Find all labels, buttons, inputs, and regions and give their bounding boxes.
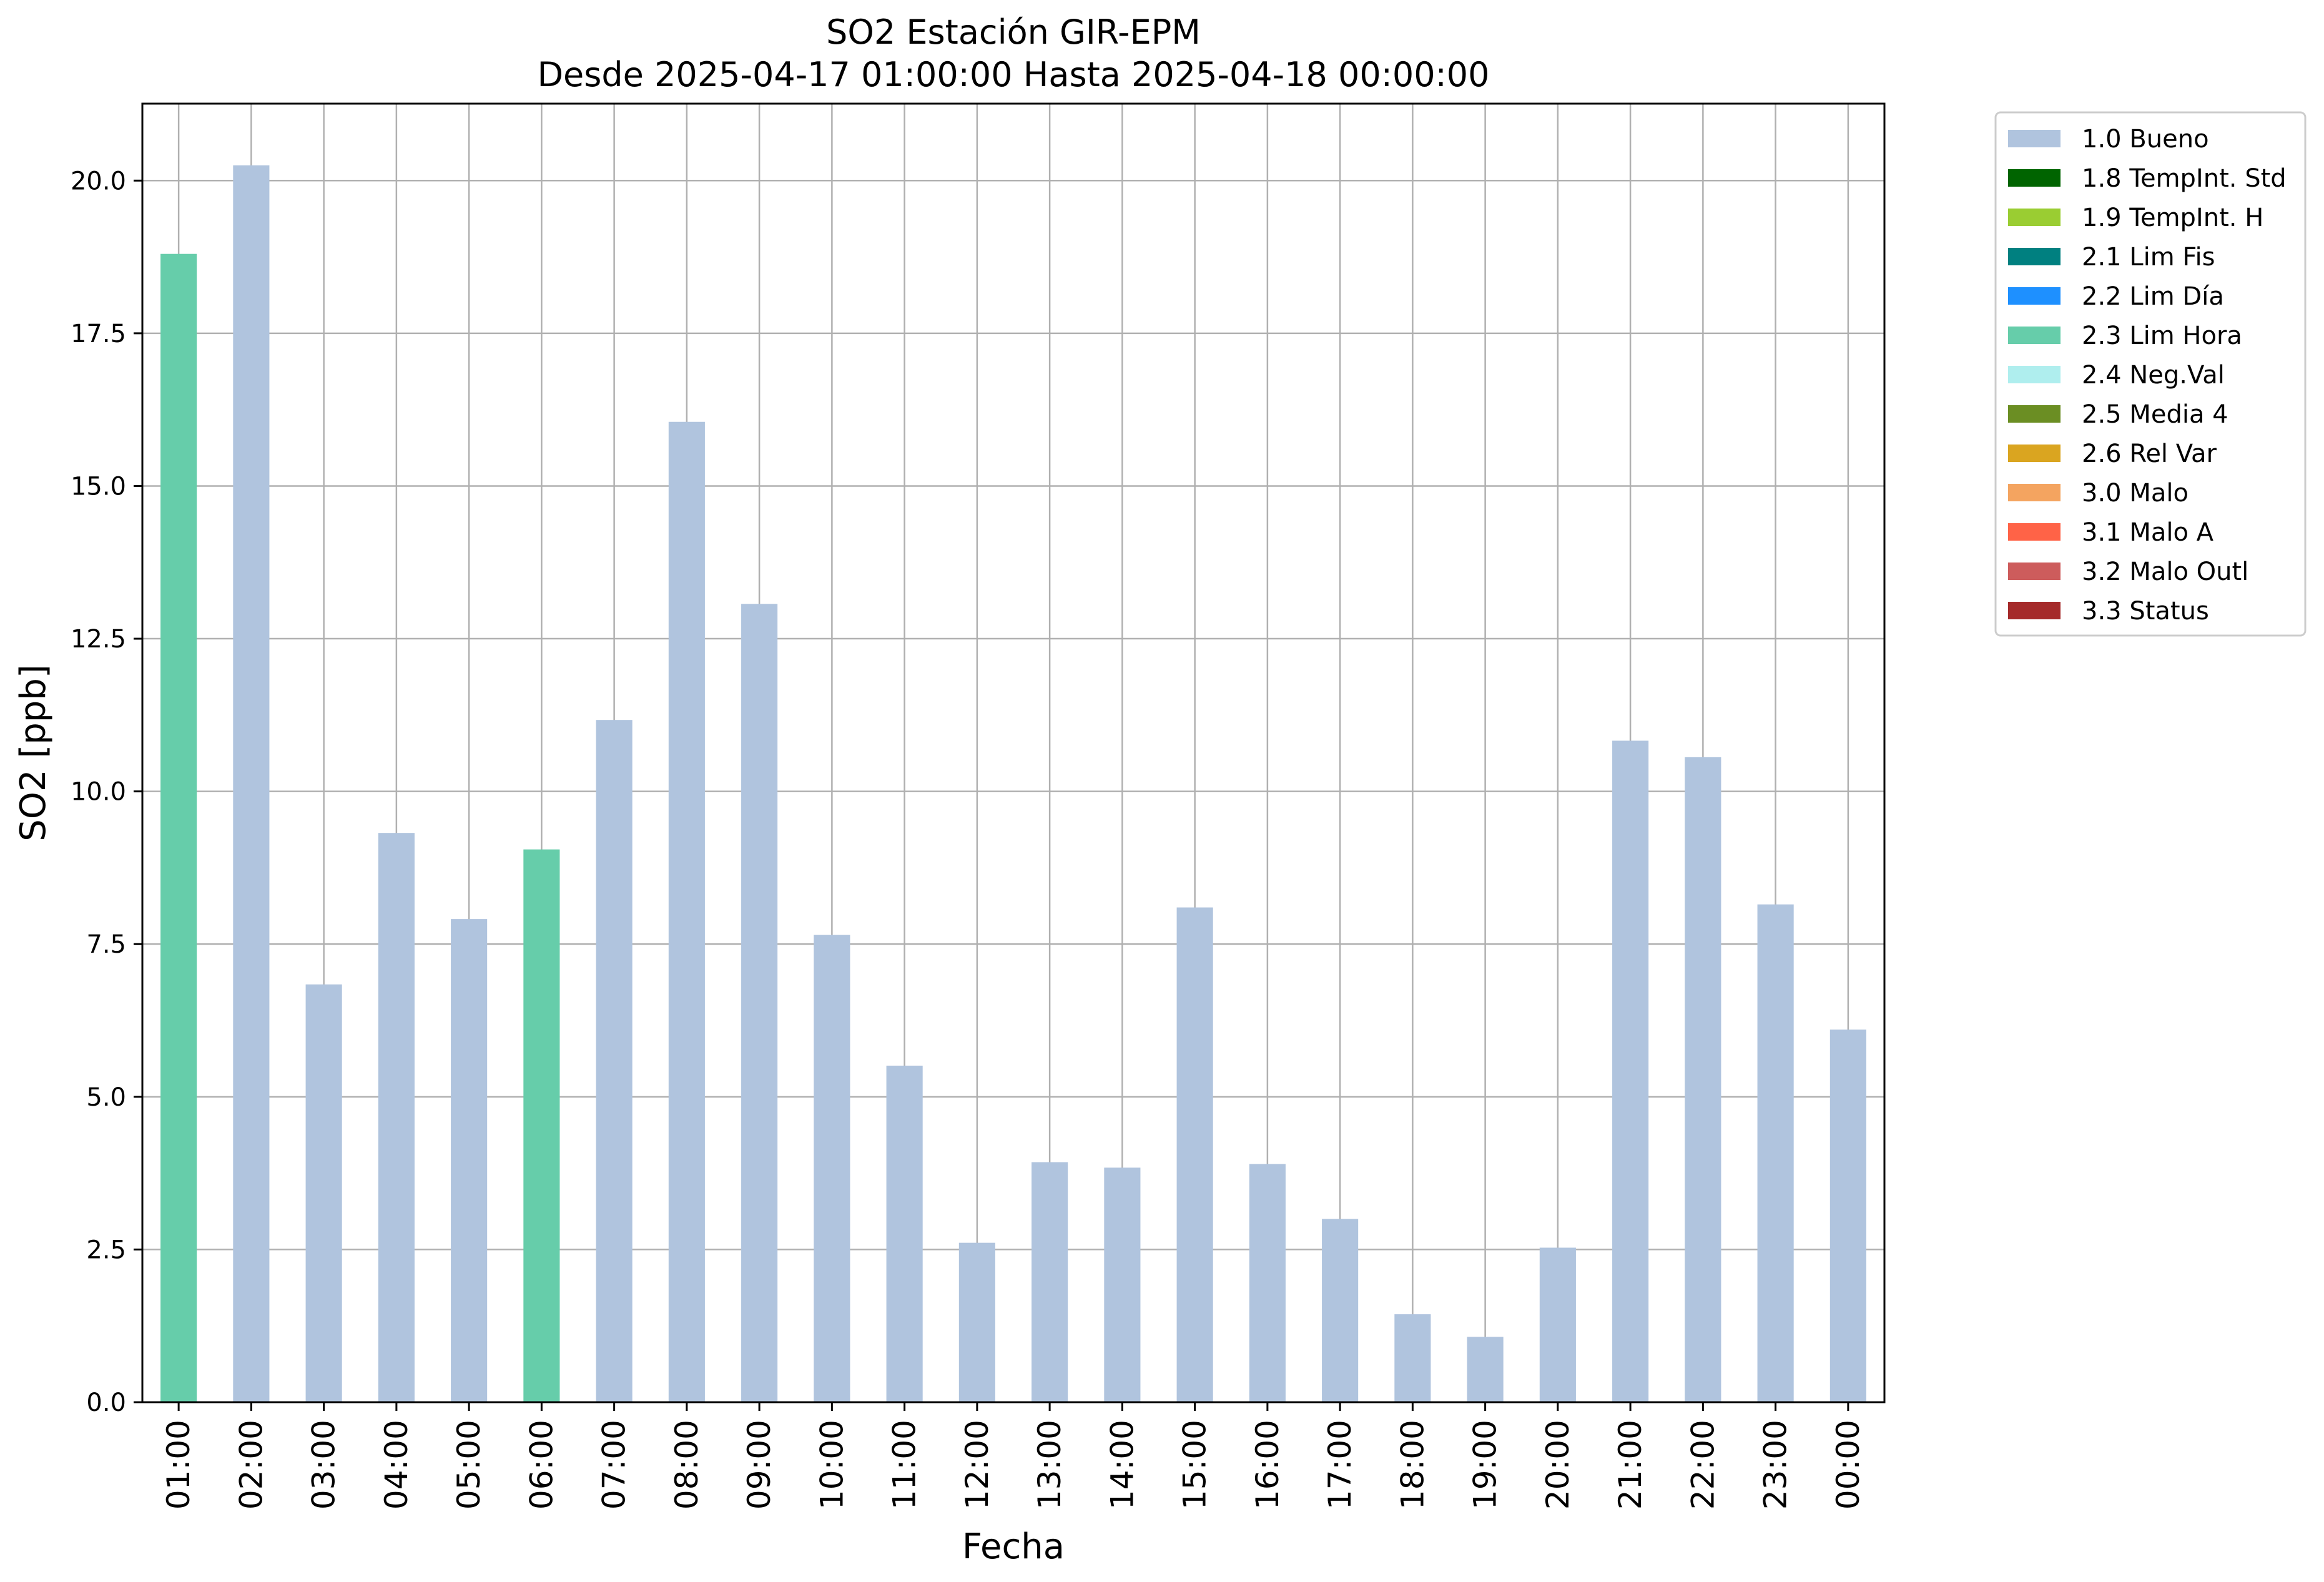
legend-swatch xyxy=(2008,563,2061,580)
bar xyxy=(1612,740,1649,1402)
bar xyxy=(1249,1164,1286,1402)
legend-label: 3.3 Status xyxy=(2082,597,2209,626)
legend-label: 1.9 TempInt. H xyxy=(2082,204,2263,232)
legend-label: 2.5 Media 4 xyxy=(2082,400,2228,429)
bar xyxy=(451,919,488,1402)
x-tick-label: 16:00 xyxy=(1249,1420,1286,1510)
bar xyxy=(523,849,560,1402)
y-axis-ticks: 0.0 2.5 5.0 7.5 10.0 12.5 15.0 17.5 20.0 xyxy=(71,167,142,1417)
x-tick-label: 14:00 xyxy=(1104,1420,1140,1510)
bar xyxy=(378,833,415,1402)
y-tick-label: 0.0 xyxy=(86,1388,126,1417)
x-tick-label: 15:00 xyxy=(1177,1420,1213,1510)
bar xyxy=(1685,757,1721,1402)
bar xyxy=(814,935,850,1402)
x-tick-label: 09:00 xyxy=(741,1420,777,1510)
legend-label: 2.3 Lim Hora xyxy=(2082,322,2242,350)
legend-label: 1.0 Bueno xyxy=(2082,125,2209,154)
y-tick-label: 7.5 xyxy=(86,930,126,959)
bar xyxy=(1032,1162,1068,1402)
x-tick-label: 06:00 xyxy=(523,1420,559,1510)
legend-swatch xyxy=(2008,602,2061,619)
bar xyxy=(886,1065,923,1402)
legend-label: 2.4 Neg.Val xyxy=(2082,361,2225,390)
y-tick-label: 5.0 xyxy=(86,1083,126,1112)
x-tick-label: 11:00 xyxy=(887,1420,923,1510)
y-tick-label: 12.5 xyxy=(71,625,126,654)
chart-subtitle: Desde 2025-04-17 01:00:00 Hasta 2025-04-… xyxy=(537,55,1489,94)
bar xyxy=(741,604,778,1402)
legend-swatch xyxy=(2008,327,2061,344)
x-tick-label: 10:00 xyxy=(814,1420,850,1510)
bar-series xyxy=(160,165,1866,1402)
x-tick-label: 18:00 xyxy=(1394,1420,1430,1510)
y-tick-label: 2.5 xyxy=(86,1236,126,1264)
bar xyxy=(305,984,342,1402)
y-axis-label: SO2 [ppb] xyxy=(13,664,54,841)
legend-label: 3.2 Malo Outl xyxy=(2082,558,2248,586)
bar xyxy=(1394,1314,1431,1402)
legend-label: 3.0 Malo xyxy=(2082,479,2189,508)
x-tick-label: 21:00 xyxy=(1612,1420,1648,1510)
plot-frame xyxy=(141,102,1886,1403)
x-axis-ticks: 01:00 02:00 03:00 04:00 05:00 06:00 07:00 08:00… xyxy=(160,1402,1866,1510)
bar xyxy=(596,720,633,1402)
bar xyxy=(668,421,705,1402)
bar xyxy=(1757,904,1794,1402)
legend: 1.0 Bueno 1.8 TempInt. Std 1.9 TempInt. H 2… xyxy=(1994,111,2307,637)
bar xyxy=(1539,1247,1576,1402)
legend-swatch xyxy=(2008,445,2061,462)
x-tick-label: 04:00 xyxy=(378,1420,415,1510)
legend-label: 1.8 TempInt. Std xyxy=(2082,164,2287,193)
bar xyxy=(1104,1167,1141,1402)
bar xyxy=(1829,1029,1866,1402)
legend-swatch xyxy=(2008,366,2061,383)
legend-label: 3.1 Malo A xyxy=(2082,518,2214,547)
y-tick-label: 10.0 xyxy=(71,778,126,807)
x-tick-label: 20:00 xyxy=(1540,1420,1576,1510)
legend-label: 2.2 Lim Día xyxy=(2082,282,2224,311)
legend-label: 2.1 Lim Fis xyxy=(2082,243,2215,272)
legend-items: 1.0 Bueno 1.8 TempInt. Std 1.9 TempInt. H 2… xyxy=(2008,125,2287,626)
bar xyxy=(1322,1219,1359,1402)
legend-swatch xyxy=(2008,209,2061,226)
legend-label: 2.6 Rel Var xyxy=(2082,440,2217,468)
y-tick-label: 20.0 xyxy=(71,167,126,195)
legend-swatch xyxy=(2008,287,2061,305)
legend-swatch xyxy=(2008,169,2061,187)
x-tick-label: 08:00 xyxy=(669,1420,705,1510)
legend-swatch xyxy=(2008,248,2061,265)
legend-swatch xyxy=(2008,484,2061,501)
x-tick-label: 01:00 xyxy=(160,1420,197,1510)
legend-frame xyxy=(1994,111,2307,637)
x-tick-label: 02:00 xyxy=(233,1420,269,1510)
x-tick-label: 07:00 xyxy=(596,1420,633,1510)
legend-swatch xyxy=(2008,523,2061,541)
bar xyxy=(1467,1337,1504,1402)
x-tick-label: 03:00 xyxy=(306,1420,342,1510)
x-tick-label: 22:00 xyxy=(1685,1420,1721,1510)
bar xyxy=(1176,907,1213,1402)
x-tick-label: 12:00 xyxy=(959,1420,995,1510)
y-tick-label: 15.0 xyxy=(71,472,126,501)
x-tick-label: 19:00 xyxy=(1467,1420,1504,1510)
x-tick-label: 23:00 xyxy=(1758,1420,1794,1510)
y-tick-label: 17.5 xyxy=(71,320,126,348)
bar xyxy=(958,1242,995,1402)
x-tick-label: 00:00 xyxy=(1830,1420,1866,1510)
chart-title: SO2 Estación GIR-EPM xyxy=(826,12,1201,52)
legend-swatch xyxy=(2008,130,2061,147)
bar xyxy=(233,165,270,1402)
x-tick-label: 13:00 xyxy=(1032,1420,1068,1510)
bar xyxy=(160,253,197,1402)
x-tick-label: 17:00 xyxy=(1322,1420,1358,1510)
x-tick-label: 05:00 xyxy=(451,1420,487,1510)
x-axis-label: Fecha xyxy=(962,1526,1065,1567)
legend-swatch xyxy=(2008,405,2061,423)
